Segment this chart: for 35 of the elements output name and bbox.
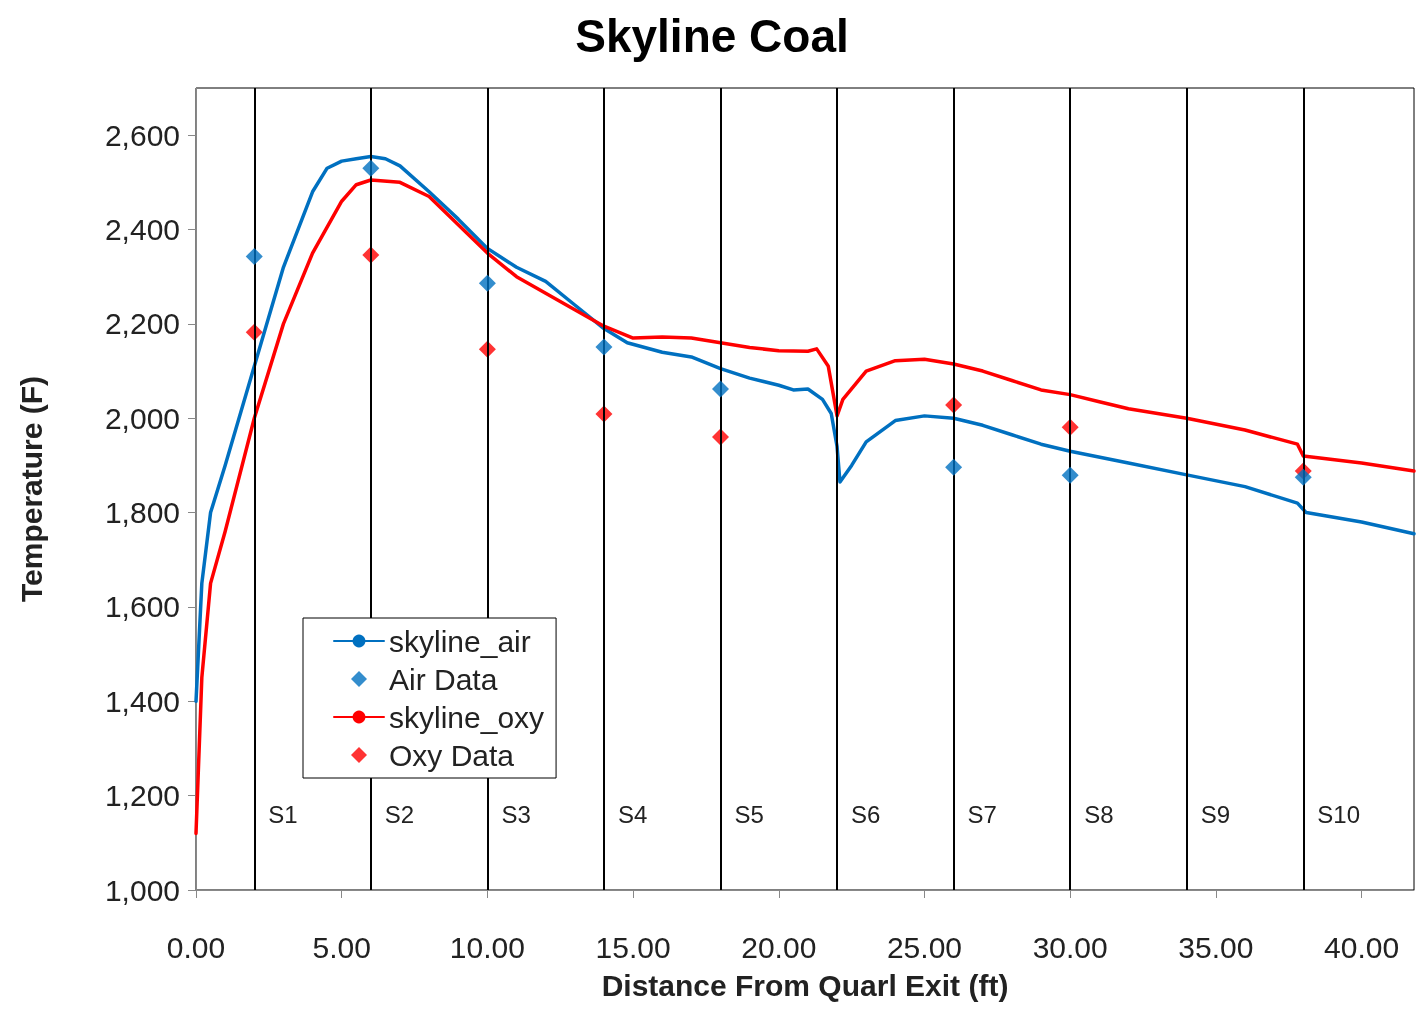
chart-title: Skyline Coal [575, 10, 849, 62]
ref-line-label: S9 [1200, 800, 1231, 828]
legend-label: Oxy Data [389, 738, 515, 772]
y-tick-label: 2,000 [104, 401, 180, 435]
ref-line-label: S5 [734, 800, 764, 828]
x-tick-label: 25.00 [886, 930, 963, 964]
ref-line-label: S7 [967, 800, 997, 828]
x-tick-label: 30.00 [1032, 930, 1108, 964]
x-tick-label: 15.00 [595, 930, 671, 964]
y-tick-label: 1,000 [104, 873, 180, 907]
legend-label: Air Data [389, 662, 498, 696]
x-tick-label: 40.00 [1324, 930, 1400, 964]
x-tick-label: 5.00 [312, 930, 371, 964]
x-tick-label: 20.00 [741, 930, 817, 964]
x-tick-label: 35.00 [1178, 930, 1254, 964]
y-tick-label: 1,600 [104, 590, 180, 624]
y-tick-label: 1,200 [104, 779, 180, 813]
ref-line-label: S4 [617, 800, 648, 828]
x-tick-label: 10.00 [449, 930, 525, 964]
ref-line-label: S6 [851, 800, 881, 828]
y-tick-label: 1,800 [104, 496, 180, 530]
y-tick-label: 2,200 [104, 307, 180, 341]
x-axis-title: Distance From Quarl Exit (ft) [601, 968, 1009, 1002]
x-tick-label: 0.00 [166, 930, 226, 964]
y-tick-label: 1,400 [104, 684, 180, 718]
ref-line-label: S3 [501, 800, 531, 828]
y-tick-label: 2,400 [104, 213, 180, 247]
legend-label: skyline_air [389, 624, 531, 658]
ref-line-label: S2 [384, 800, 415, 828]
ref-line-label: S10 [1317, 800, 1360, 828]
ref-line-label: S1 [268, 800, 298, 828]
y-axis-title: Temperature (F) [14, 375, 48, 603]
y-tick-label: 2,600 [104, 118, 180, 152]
legend-label: skyline_oxy [389, 700, 545, 734]
ref-line-label: S8 [1084, 800, 1114, 828]
